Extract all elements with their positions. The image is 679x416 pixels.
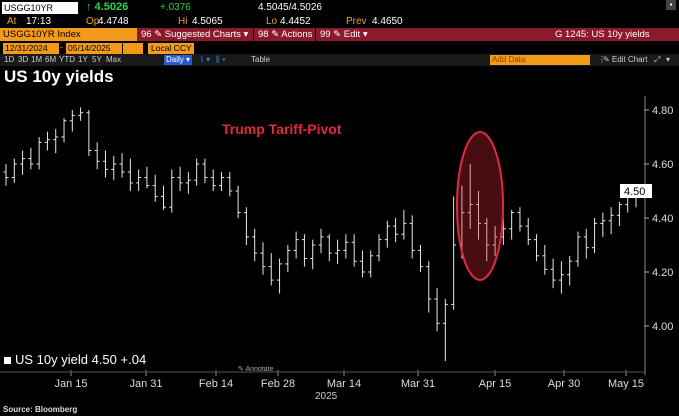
quote-bar: USGG10YR ↑ 4.5026 +.0376 4.5045/4.5026 ▪ bbox=[0, 0, 679, 15]
high-value: 4.5065 bbox=[192, 16, 223, 27]
edit-chart-button[interactable]: ✎ Edit Chart bbox=[603, 55, 648, 64]
prev-label: Prev bbox=[346, 16, 367, 27]
prev-value: 4.4650 bbox=[372, 16, 403, 27]
x-axis: Jan 15 Jan 31 Feb 14 Feb 28 Mar 14 Mar 31 Apr … bbox=[0, 370, 645, 390]
bar-chart-icon[interactable]: ⫼ ▾ bbox=[216, 55, 226, 64]
y-tick-label: 4.00 bbox=[652, 321, 673, 333]
source-credit: Source: Bloomberg bbox=[3, 405, 78, 414]
y-tick-label: 4.80 bbox=[652, 105, 673, 117]
table-button[interactable]: Table bbox=[251, 55, 271, 64]
at-value: 17:13 bbox=[26, 16, 52, 27]
period-toolbar: 1D 3D 1M 6M YTD 1Y 5Y Max Daily ▾ ⌇ ▾ ⫼ … bbox=[0, 54, 679, 66]
annotate-button[interactable]: ✎ Annotate bbox=[238, 366, 274, 373]
period-5y[interactable]: 5Y bbox=[92, 55, 102, 64]
zoom-icon[interactable]: ⤢ bbox=[654, 55, 661, 64]
range-dash: - bbox=[60, 42, 63, 52]
y-tick-label: 4.40 bbox=[652, 213, 673, 225]
date-range-bar: 12/31/2024 - 05/14/2025 Local CCY bbox=[0, 42, 679, 54]
period-max[interactable]: Max bbox=[106, 55, 122, 64]
open-label: Op bbox=[86, 16, 100, 27]
annotate-label: Annotate bbox=[245, 366, 274, 373]
y-tick-label: 4.20 bbox=[652, 267, 673, 279]
command-bar: USGG10YR Index 96 ✎ Suggested Charts ▾ 9… bbox=[0, 28, 679, 41]
low-label: Lo bbox=[266, 16, 278, 27]
price-bars bbox=[3, 107, 639, 362]
last-value-tag bbox=[620, 184, 652, 198]
x-tick-label: Mar 14 bbox=[327, 378, 361, 390]
x-tick-label: Jan 31 bbox=[129, 378, 162, 390]
chart-legend: US 10y yield 4.50 +.04 bbox=[4, 352, 146, 367]
calendar-icon[interactable] bbox=[123, 43, 143, 54]
net-change: +.0376 bbox=[160, 2, 191, 13]
legend-label: US 10y yield 4.50 +.04 bbox=[15, 352, 147, 367]
line-chart-icon[interactable]: ⌇ ▾ bbox=[200, 55, 211, 64]
currency-select[interactable]: Local CCY bbox=[148, 43, 194, 54]
security-field[interactable]: USGG10YR Index bbox=[0, 28, 137, 41]
actions-menu[interactable]: 98 ✎ Actions ▾ bbox=[253, 28, 320, 41]
period-3d[interactable]: 3D bbox=[18, 55, 29, 64]
period-ytd[interactable]: YTD bbox=[59, 55, 75, 64]
chart-annotation: Trump Tariff-Pivot bbox=[222, 121, 342, 137]
x-tick-label: Apr 15 bbox=[479, 378, 511, 390]
x-tick-label: Feb 14 bbox=[199, 378, 233, 390]
chart-id-label: G 1245: US 10y yields bbox=[549, 28, 679, 41]
add-data-input[interactable]: Add Data bbox=[490, 55, 590, 65]
chart-menu-icon[interactable]: ▾ bbox=[666, 55, 671, 64]
y-tick-label: 4.60 bbox=[652, 159, 673, 171]
yield-chart[interactable]: 4.80 4.60 4.40 4.20 4.00 Jan 15 Jan 31 Feb 14 F… bbox=[0, 66, 679, 416]
more-options-icon[interactable]: ⋮ bbox=[598, 55, 606, 64]
highlight-ellipse bbox=[456, 131, 504, 281]
last-value-label: 4.50 bbox=[624, 186, 645, 198]
open-value: 4.4748 bbox=[98, 16, 129, 27]
quote-details: At 17:13 Op 4.4748 Hi 4.5065 Lo 4.4452 P… bbox=[0, 15, 679, 28]
last-price: ↑ 4.5026 bbox=[86, 1, 129, 13]
period-6m[interactable]: 6M bbox=[45, 55, 57, 64]
x-tick-label: Jan 15 bbox=[54, 378, 87, 390]
end-date-field[interactable]: 05/14/2025 bbox=[66, 43, 122, 54]
high-label: Hi bbox=[178, 16, 188, 27]
suggested-charts-menu[interactable]: 96 ✎ Suggested Charts ▾ bbox=[137, 28, 253, 41]
period-1m[interactable]: 1M bbox=[31, 55, 43, 64]
at-label: At bbox=[7, 16, 17, 27]
edit-menu[interactable]: 99 ✎ Edit ▾ bbox=[315, 28, 549, 41]
period-1d[interactable]: 1D bbox=[4, 55, 15, 64]
low-value: 4.4452 bbox=[280, 16, 311, 27]
bid-ask: 4.5045/4.5026 bbox=[258, 2, 322, 13]
settings-icon[interactable]: ▪ bbox=[666, 0, 676, 10]
frequency-select[interactable]: Daily ▾ bbox=[164, 55, 193, 65]
x-tick-label: Feb 28 bbox=[261, 378, 295, 390]
start-date-field[interactable]: 12/31/2024 bbox=[3, 43, 59, 54]
x-tick-label: Apr 30 bbox=[548, 378, 580, 390]
x-axis-year: 2025 bbox=[315, 391, 338, 402]
legend-swatch bbox=[4, 357, 11, 365]
chart-title: US 10y yields bbox=[4, 67, 114, 86]
period-1y[interactable]: 1Y bbox=[78, 55, 88, 64]
x-tick-label: May 15 bbox=[608, 378, 644, 390]
y-axis: 4.80 4.60 4.40 4.20 4.00 bbox=[644, 96, 673, 375]
ticker-input[interactable]: USGG10YR bbox=[2, 2, 78, 14]
x-tick-label: Mar 31 bbox=[401, 378, 435, 390]
